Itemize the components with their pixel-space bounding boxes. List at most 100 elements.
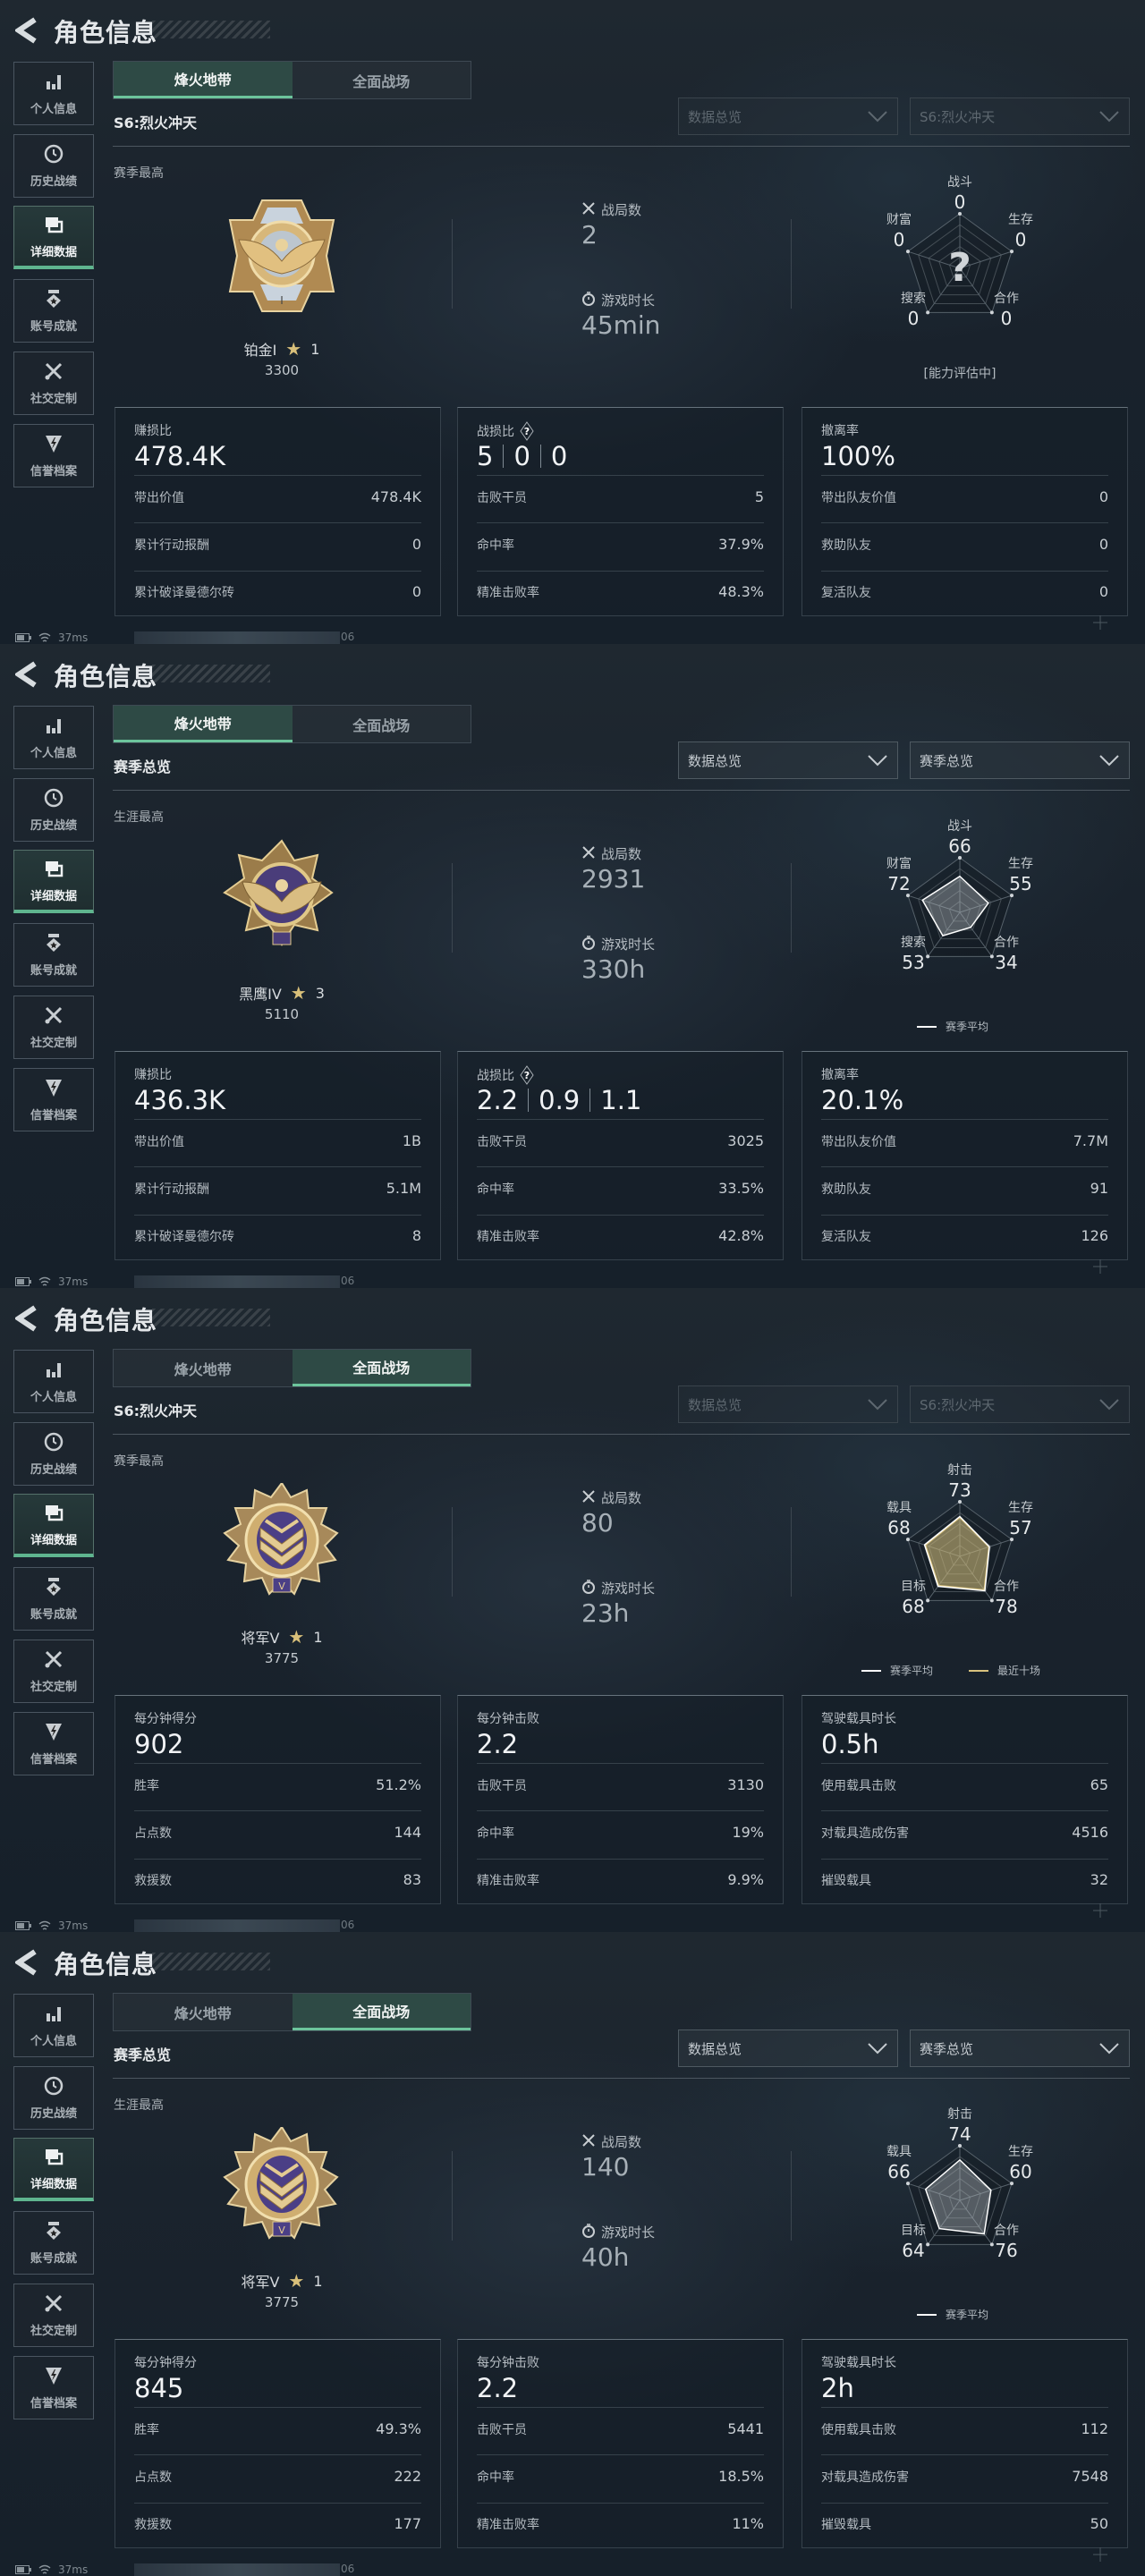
rank-medal-icon: V [219, 1481, 344, 1601]
radar-axis-label: 合作 [994, 1580, 1019, 1594]
season-dropdown[interactable]: S6:烈火冲天 [910, 1385, 1130, 1423]
card-row: 精准击败率 9.9% [477, 1871, 764, 1889]
sidebar-item[interactable]: 历史战绩 [13, 134, 94, 198]
sidebar-item[interactable]: 个人信息 [13, 706, 94, 769]
card-title: 撤离率 [821, 1068, 859, 1082]
sidebar-item[interactable]: 账号成就 [13, 923, 94, 987]
sidebar-item[interactable]: 个人信息 [13, 1994, 94, 2057]
data-type-dropdown[interactable]: 数据总览 [678, 97, 898, 135]
card-main-value: 2h [821, 2373, 854, 2403]
back-arrow-icon[interactable] [15, 1305, 38, 1332]
tools-icon [43, 1004, 64, 1030]
stat-card: 驾驶载具时长 0.5h 使用载具击败 65 对载具造成伤害 4516 摧毁载具 32 [802, 1695, 1128, 1904]
stat-card: 每分钟得分 902 胜率 51.2% 占点数 144 救援数 83 [114, 1695, 441, 1904]
sidebar-item[interactable]: 历史战绩 [13, 1422, 94, 1486]
ratio-value: 2.2 [477, 1085, 519, 1115]
sidebar-item[interactable]: 详细数据 [13, 206, 94, 269]
row-label: 使用载具击败 [821, 1779, 896, 1793]
help-icon[interactable]: ? [520, 421, 534, 441]
sidebar-item[interactable]: 个人信息 [13, 1350, 94, 1413]
radar-axis-label: 生存 [1008, 213, 1033, 227]
value-separator [503, 445, 505, 468]
back-arrow-icon[interactable] [15, 1949, 38, 1976]
radar-series-polygon [924, 2158, 992, 2235]
season-dropdown[interactable]: 赛季总览 [910, 741, 1130, 779]
season-title: S6:烈火冲天 [114, 114, 198, 131]
mode-tab[interactable]: 烽火地带 [174, 2004, 232, 2022]
radar-grid-ring [938, 2177, 981, 2219]
data-type-dropdown[interactable]: 数据总览 [678, 1385, 898, 1423]
radar-vertex-dot [989, 2242, 994, 2247]
rank-score: 3775 [264, 2294, 300, 2310]
divider [134, 1859, 421, 1860]
data-type-dropdown[interactable]: 数据总览 [678, 2029, 898, 2067]
stat-card: 赚损比 478.4K 带出价值 478.4K 累计行动报酬 0 累计破译曼德尔砖 0 [114, 407, 441, 616]
sidebar-item[interactable]: 账号成就 [13, 279, 94, 343]
credit-shield-icon [43, 2365, 64, 2390]
season-dropdown[interactable]: S6:烈火冲天 [910, 97, 1130, 135]
row-label: 摧毁载具 [821, 1874, 871, 1888]
chevron-down-icon [1099, 111, 1119, 123]
season-dropdown[interactable]: 赛季总览 [910, 2029, 1130, 2067]
rank-stars: 1 [310, 340, 320, 358]
sidebar-item[interactable]: 社交定制 [13, 352, 94, 415]
sidebar-item[interactable]: 详细数据 [13, 2138, 94, 2201]
divider [113, 790, 1130, 791]
radar-axis-label: 战斗 [947, 819, 972, 834]
row-label: 累计破译曼德尔砖 [134, 1230, 234, 1244]
card-row: 带出价值 1B [134, 1132, 421, 1150]
sidebar-item[interactable]: 社交定制 [13, 2284, 94, 2347]
sidebar-item[interactable]: 信誉档案 [13, 1712, 94, 1775]
mode-tab[interactable]: 烽火地带 [174, 1360, 232, 1378]
sidebar-item[interactable]: 个人信息 [13, 62, 94, 125]
svg-text:V: V [278, 1580, 285, 1592]
sidebar-item[interactable]: 信誉档案 [13, 424, 94, 487]
row-value: 65 [1090, 1776, 1108, 1793]
sidebar-item[interactable]: 信誉档案 [13, 1068, 94, 1131]
card-row: 使用载具击败 65 [821, 1776, 1108, 1794]
sidebar-item[interactable]: 账号成就 [13, 2211, 94, 2275]
mode-tab[interactable]: 烽火地带 [114, 706, 293, 742]
radar-axis-label: 射击 [947, 2107, 972, 2122]
row-label: 击败干员 [477, 1135, 527, 1149]
radar-vertex-dot [905, 250, 910, 254]
radar-axis-value: 66 [887, 2161, 910, 2182]
sidebar-item[interactable]: 历史战绩 [13, 2066, 94, 2130]
stat-label-text: 游戏时长 [601, 292, 656, 309]
sidebar-item-label: 详细数据 [30, 2177, 77, 2191]
card-row: 击败干员 3025 [477, 1132, 764, 1150]
row-value: 0 [1098, 536, 1108, 553]
sidebar-item[interactable]: 详细数据 [13, 850, 94, 913]
row-value: 126 [1081, 1227, 1108, 1244]
sidebar-item[interactable]: 社交定制 [13, 1640, 94, 1703]
page-title: 角色信息 [54, 1950, 158, 1979]
back-arrow-icon[interactable] [15, 17, 38, 44]
mode-tab[interactable]: 全面战场 [292, 1994, 471, 2030]
mode-tab[interactable]: 烽火地带 [114, 62, 293, 98]
sidebar-item[interactable]: 账号成就 [13, 1567, 94, 1631]
sidebar-item[interactable]: 信誉档案 [13, 2356, 94, 2419]
sidebar-item[interactable]: 社交定制 [13, 996, 94, 1059]
radar-spoke [907, 250, 961, 269]
mode-tab[interactable]: 全面战场 [352, 716, 411, 734]
row-value: 18.5% [718, 2468, 764, 2485]
help-icon[interactable]: ? [520, 1065, 534, 1085]
radar-vertex-dot [989, 1598, 994, 1603]
data-type-dropdown[interactable]: 数据总览 [678, 741, 898, 779]
mode-tab[interactable]: 全面战场 [352, 72, 411, 90]
mode-tab[interactable]: 全面战场 [292, 1350, 471, 1386]
dropdown-value: 赛季总览 [920, 2040, 974, 2057]
row-value: 11% [732, 2515, 764, 2532]
sidebar-item[interactable]: 详细数据 [13, 1494, 94, 1557]
sidebar-item-label: 历史战绩 [30, 1463, 77, 1477]
rank-medal-icon: I [219, 195, 344, 313]
stat-card: 每分钟击败 2.2 击败干员 3130 命中率 19% 精准击败率 9.9% [457, 1695, 784, 1904]
card-row: 累计行动报酬 0 [134, 536, 421, 554]
divider [791, 863, 792, 953]
title-decoration [152, 665, 270, 682]
back-arrow-icon[interactable] [15, 661, 38, 688]
radar-axis-label: 财富 [886, 856, 912, 871]
sidebar-item[interactable]: 历史战绩 [13, 778, 94, 842]
main-value: 2.2 [477, 2373, 519, 2403]
